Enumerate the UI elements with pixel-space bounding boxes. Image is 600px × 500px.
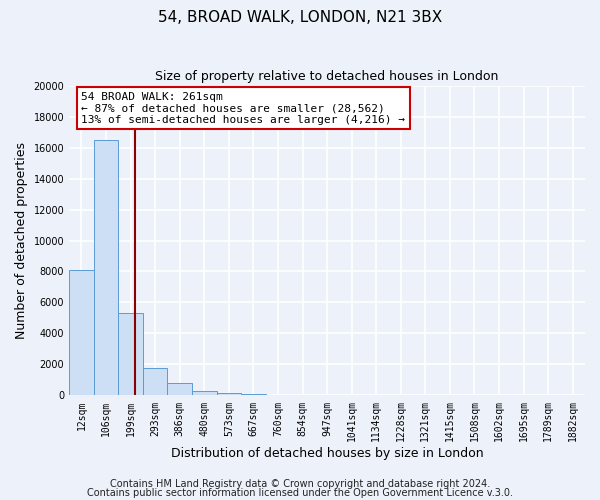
Bar [192,391,217,396]
Y-axis label: Number of detached properties: Number of detached properties [15,142,28,339]
Bar [167,383,192,396]
X-axis label: Distribution of detached houses by size in London: Distribution of detached houses by size … [171,447,484,460]
Text: 54, BROAD WALK, LONDON, N21 3BX: 54, BROAD WALK, LONDON, N21 3BX [158,10,442,25]
Bar [266,394,290,396]
Text: Contains public sector information licensed under the Open Government Licence v.: Contains public sector information licen… [87,488,513,498]
Bar [217,393,241,396]
Bar [69,270,94,396]
Bar [94,140,118,396]
Text: 54 BROAD WALK: 261sqm
← 87% of detached houses are smaller (28,562)
13% of semi-: 54 BROAD WALK: 261sqm ← 87% of detached … [82,92,406,125]
Text: Contains HM Land Registry data © Crown copyright and database right 2024.: Contains HM Land Registry data © Crown c… [110,479,490,489]
Bar [143,368,167,396]
Bar [241,394,266,396]
Bar [118,314,143,396]
Title: Size of property relative to detached houses in London: Size of property relative to detached ho… [155,70,499,83]
